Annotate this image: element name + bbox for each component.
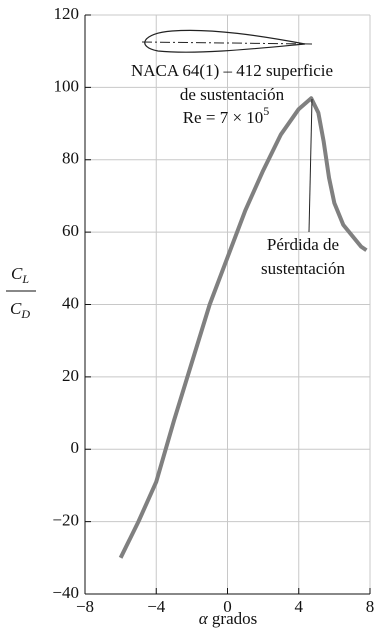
y-tick-label: −40 bbox=[52, 583, 79, 602]
x-tick-label: 4 bbox=[295, 597, 304, 616]
y-tick-label: 100 bbox=[54, 76, 80, 95]
annotation: NACA 64(1) – 412 superficie de sustentac… bbox=[131, 61, 333, 127]
y-label-sub: D bbox=[20, 307, 30, 321]
annotation-line: Re = 7 × 105 bbox=[183, 104, 270, 127]
data-line bbox=[118, 96, 368, 559]
annotation-line: de sustentación bbox=[180, 85, 285, 104]
y-tick-label: 0 bbox=[71, 438, 80, 457]
x-label: α grados bbox=[199, 609, 258, 628]
y-tick-label: −20 bbox=[52, 511, 79, 530]
annotation-sup: 5 bbox=[263, 104, 269, 118]
y-tick-label: 80 bbox=[62, 149, 79, 168]
x-tick-label: 0 bbox=[223, 597, 232, 616]
chord-line bbox=[141, 41, 313, 45]
airfoil bbox=[144, 29, 306, 53]
y-tick-label: 120 bbox=[54, 4, 80, 23]
x-label-symbol: α bbox=[199, 609, 209, 628]
y-tick-label: 20 bbox=[62, 366, 79, 385]
x-tick-label: −8 bbox=[76, 597, 94, 616]
y-tick-label: 40 bbox=[62, 293, 79, 312]
stall-label: Pérdida de bbox=[267, 235, 339, 254]
x-tick-label: 8 bbox=[366, 597, 375, 616]
y-tick-label: 60 bbox=[62, 221, 79, 240]
y-label-denominator: CD bbox=[10, 299, 30, 321]
annotation-line: NACA 64(1) – 412 superficie bbox=[131, 61, 333, 80]
x-label-text: grados bbox=[212, 609, 257, 628]
stall-leader bbox=[308, 98, 313, 233]
y-label-numerator: CL bbox=[11, 264, 29, 286]
y-label-base: C bbox=[10, 299, 22, 318]
y-label: CL CD bbox=[6, 264, 36, 321]
y-label-base: C bbox=[11, 264, 23, 283]
stall-label: sustentación bbox=[261, 259, 346, 278]
x-tick-label: −4 bbox=[147, 597, 166, 616]
y-label-sub: L bbox=[21, 272, 29, 286]
annotation-text: Re = 7 × 10 bbox=[183, 108, 264, 127]
